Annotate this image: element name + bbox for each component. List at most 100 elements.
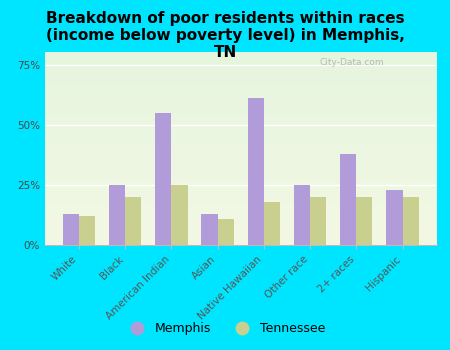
Bar [45, 103, 436, 104]
Bar [45, 177, 436, 180]
Bar [45, 68, 436, 70]
Bar [45, 52, 436, 54]
Bar [248, 98, 264, 245]
Bar [45, 145, 436, 147]
Bar [45, 156, 436, 158]
Bar [45, 110, 436, 112]
Bar [45, 222, 436, 224]
Bar [45, 162, 436, 164]
Bar [45, 154, 436, 156]
Bar [45, 166, 436, 168]
Bar [45, 76, 436, 77]
Bar [45, 149, 436, 150]
Bar [45, 135, 436, 137]
Bar [45, 189, 436, 191]
Bar [45, 127, 436, 130]
Bar [340, 154, 356, 245]
Text: City-Data.com: City-Data.com [319, 58, 384, 67]
Bar [45, 241, 436, 243]
Bar [45, 85, 436, 87]
Bar [45, 218, 436, 220]
Bar [218, 218, 234, 245]
Bar [45, 199, 436, 201]
Bar [45, 74, 436, 76]
Bar [45, 91, 436, 93]
Bar [264, 202, 280, 245]
Bar [45, 106, 436, 108]
Bar [45, 203, 436, 204]
Bar [45, 77, 436, 79]
Bar [45, 243, 436, 245]
Bar [125, 197, 141, 245]
Bar [45, 137, 436, 139]
Bar [45, 191, 436, 193]
Bar [45, 124, 436, 126]
Bar [79, 216, 95, 245]
Bar [45, 70, 436, 72]
Bar [45, 172, 436, 174]
Bar [45, 114, 436, 116]
Bar [45, 118, 436, 120]
Bar [45, 174, 436, 176]
Bar [45, 226, 436, 228]
Bar [45, 195, 436, 197]
Bar [387, 190, 403, 245]
Bar [45, 216, 436, 218]
Bar [45, 180, 436, 181]
Bar [45, 160, 436, 162]
Bar [45, 168, 436, 170]
Bar [45, 87, 436, 89]
Bar [45, 62, 436, 64]
Bar [45, 220, 436, 222]
Bar [310, 197, 326, 245]
Bar [45, 170, 436, 172]
Bar [45, 208, 436, 210]
Bar [45, 193, 436, 195]
Bar [45, 95, 436, 97]
Bar [45, 139, 436, 141]
Bar [45, 141, 436, 143]
Bar [45, 130, 436, 131]
Bar [45, 233, 436, 235]
Legend: Memphis, Tennessee: Memphis, Tennessee [120, 317, 330, 340]
Bar [45, 224, 436, 226]
Bar [155, 113, 171, 245]
Bar [45, 176, 436, 177]
Bar [171, 185, 188, 245]
Bar [45, 83, 436, 85]
Bar [45, 214, 436, 216]
Bar [63, 214, 79, 245]
Bar [45, 181, 436, 183]
Bar [45, 164, 436, 166]
Text: Breakdown of poor residents within races
(income below poverty level) in Memphis: Breakdown of poor residents within races… [45, 10, 405, 60]
Bar [403, 197, 418, 245]
Bar [45, 66, 436, 68]
Bar [45, 230, 436, 232]
Bar [202, 214, 218, 245]
Bar [45, 72, 436, 74]
Bar [45, 99, 436, 100]
Bar [45, 60, 436, 62]
Bar [109, 185, 125, 245]
Bar [45, 235, 436, 237]
Bar [45, 89, 436, 91]
Bar [45, 64, 436, 66]
Bar [45, 131, 436, 133]
Bar [294, 185, 310, 245]
Bar [45, 237, 436, 239]
Bar [45, 147, 436, 149]
Bar [45, 133, 436, 135]
Bar [45, 79, 436, 81]
Bar [45, 122, 436, 124]
Bar [45, 187, 436, 189]
Bar [45, 206, 436, 208]
Bar [45, 212, 436, 214]
Bar [45, 232, 436, 233]
Bar [45, 104, 436, 106]
Bar [45, 56, 436, 58]
Bar [45, 120, 436, 122]
Bar [45, 158, 436, 160]
Bar [45, 58, 436, 60]
Bar [45, 112, 436, 114]
Bar [45, 197, 436, 199]
